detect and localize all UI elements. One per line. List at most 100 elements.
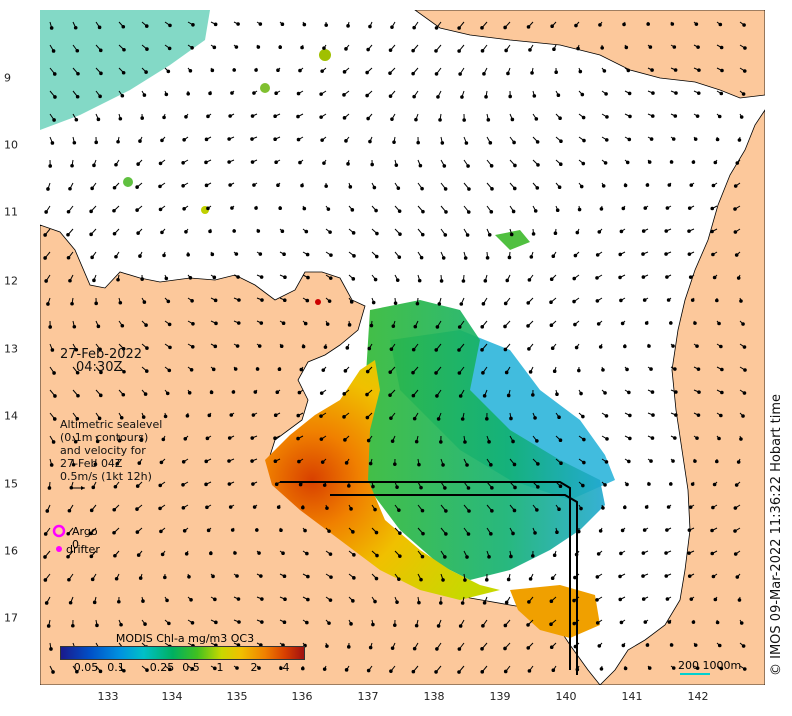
velocity-arrow-head: [204, 137, 209, 142]
velocity-arrow-head: [480, 348, 484, 352]
velocity-arrow-head: [504, 48, 508, 53]
x-tick-label: 142: [687, 690, 709, 703]
velocity-arrow-head: [158, 506, 162, 511]
velocity-arrow-head: [234, 45, 239, 49]
track-2: [330, 494, 578, 675]
velocity-arrow-head: [250, 436, 255, 440]
velocity-arrow-head: [619, 229, 624, 234]
velocity-arrow-head: [75, 370, 80, 375]
velocity-arrow-head: [395, 278, 400, 282]
map-panel: [40, 10, 765, 685]
velocity-arrow-head: [188, 275, 193, 280]
velocity-arrow-head: [719, 413, 723, 418]
sealevel-line-1: Altimetric sealevel: [60, 418, 163, 431]
velocity-arrow-head: [664, 551, 668, 555]
velocity-arrow-head: [435, 394, 439, 398]
velocity-arrow-head: [604, 460, 609, 464]
velocity-arrow-head: [421, 209, 425, 214]
velocity-arrow-head: [99, 71, 103, 76]
velocity-arrow-head: [577, 368, 581, 373]
velocity-arrow-head: [228, 114, 232, 118]
velocity-arrow-head: [98, 347, 102, 352]
velocity-arrow-head: [204, 183, 209, 188]
velocity-arrow-head: [623, 344, 627, 349]
velocity-arrow-head: [140, 116, 145, 120]
velocity-arrow-head: [742, 69, 747, 73]
velocity-arrow-head: [625, 482, 629, 487]
velocity-arrow-head: [642, 528, 647, 532]
velocity-arrow-head: [535, 140, 540, 144]
velocity-arrow-head: [621, 643, 626, 648]
velocity-arrow-head: [374, 576, 379, 581]
velocity-arrow-head: [52, 417, 57, 421]
velocity-arrow-head: [598, 23, 602, 27]
velocity-scale-arrow-icon: [70, 486, 85, 490]
velocity-arrow-head: [322, 667, 327, 671]
velocity-arrow-head: [188, 68, 193, 73]
velocity-arrow-head: [441, 578, 445, 582]
velocity-arrow-head: [327, 621, 331, 625]
velocity-arrow-head: [260, 620, 264, 624]
velocity-arrow-head: [326, 207, 331, 211]
velocity-arrow-head: [487, 440, 491, 444]
velocity-arrow-head: [44, 210, 48, 214]
velocity-arrow-head: [204, 459, 209, 464]
velocity-arrow-head: [691, 160, 696, 164]
velocity-arrow-head: [99, 370, 103, 375]
velocity-arrow-head: [420, 186, 424, 191]
x-tick-label: 140: [555, 690, 577, 703]
velocity-arrow-head: [256, 45, 261, 49]
velocity-arrow-head: [397, 577, 401, 581]
velocity-arrow-head: [696, 413, 701, 417]
velocity-arrow-head: [325, 322, 330, 326]
velocity-arrow-head: [168, 23, 172, 28]
velocity-arrow-head: [482, 72, 486, 76]
velocity-arrow-head: [162, 115, 166, 120]
land-masses: [40, 10, 765, 685]
velocity-arrow-head: [739, 115, 744, 119]
velocity-arrow-head: [574, 345, 579, 350]
credit-text: © IMOS 09-Mar-2022 11:36:22 Hobart time: [769, 393, 784, 676]
velocity-arrow-head: [605, 437, 609, 441]
velocity-arrow-head: [348, 185, 353, 189]
velocity-arrow-head: [689, 597, 694, 601]
velocity-arrow-head: [572, 598, 576, 603]
velocity-arrow-head: [181, 183, 185, 188]
velocity-arrow-head: [552, 369, 557, 374]
velocity-arrow-head: [711, 574, 716, 579]
velocity-arrow-head: [720, 390, 724, 395]
velocity-arrow-head: [281, 321, 286, 326]
velocity-arrow-head: [696, 91, 701, 95]
x-tick-label: 139: [489, 690, 511, 703]
velocity-arrow-head: [375, 553, 379, 558]
velocity-arrow-head: [549, 300, 553, 305]
velocity-arrow-head: [441, 256, 446, 260]
velocity-arrow-head: [365, 392, 369, 397]
velocity-arrow-head: [168, 345, 172, 350]
velocity-arrow-head: [68, 600, 73, 605]
velocity-arrow-head: [208, 91, 212, 96]
velocity-arrow-head: [283, 275, 287, 280]
velocity-arrow-head: [184, 114, 188, 119]
velocity-arrow-head: [297, 459, 301, 464]
velocity-arrow-head: [209, 551, 213, 556]
velocity-arrow-head: [281, 551, 285, 556]
velocity-arrow-head: [252, 183, 256, 187]
velocity-arrow-head: [49, 647, 53, 651]
velocity-arrow-head: [167, 46, 172, 51]
velocity-arrow-head: [182, 206, 186, 211]
velocity-arrow-head: [558, 162, 563, 167]
velocity-arrow-head: [252, 505, 257, 509]
velocity-arrow-head: [391, 324, 396, 328]
velocity-arrow-head: [649, 459, 653, 463]
velocity-arrow-head: [113, 553, 117, 558]
velocity-arrow-head: [595, 276, 599, 280]
velocity-arrow-head: [578, 69, 583, 74]
velocity-arrow-head: [227, 160, 231, 164]
velocity-arrow-head: [668, 482, 673, 486]
velocity-arrow-head: [642, 298, 647, 302]
velocity-arrow-head: [531, 393, 535, 397]
velocity-arrow-head: [371, 484, 375, 489]
velocity-arrow-head: [343, 438, 347, 442]
velocity-arrow-head: [435, 647, 439, 651]
